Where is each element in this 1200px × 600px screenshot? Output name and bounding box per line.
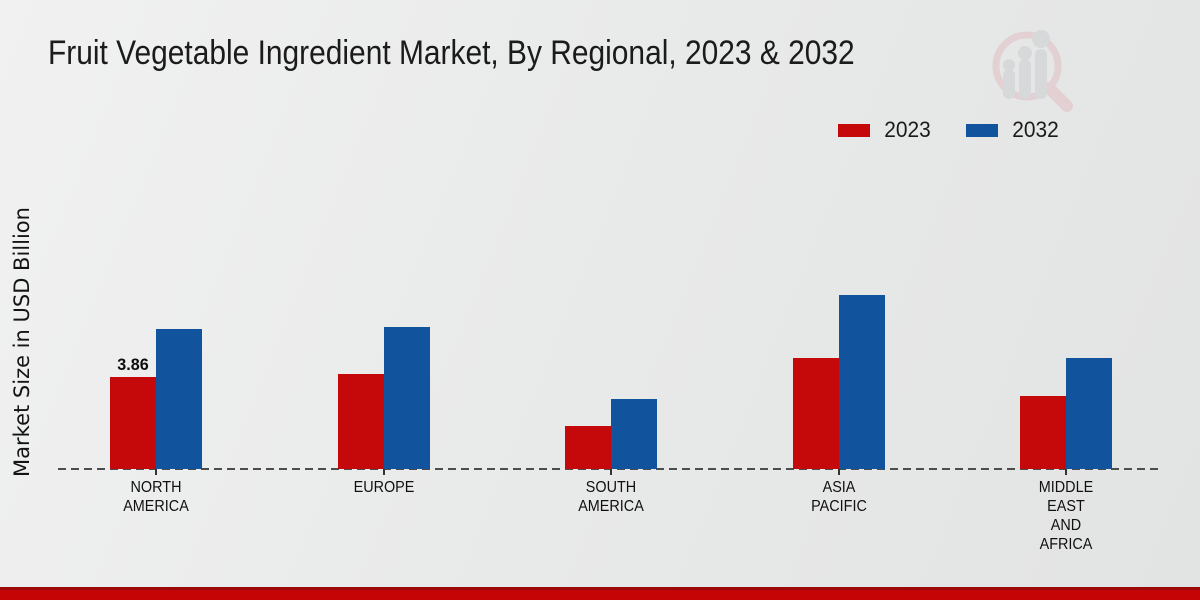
x-axis-label-asia-pacific: ASIA PACIFIC: [810, 479, 867, 515]
bar-2032-south-america: [611, 399, 657, 469]
brand-watermark-logo: [992, 30, 1073, 112]
x-axis-tick-south-america: [610, 469, 612, 475]
legend-label-2023: 2023: [884, 117, 931, 142]
bar-2032-north-america: [156, 329, 202, 469]
bar-2032-middle-east-and-africa: [1066, 358, 1112, 469]
x-axis-baseline: [58, 468, 1158, 470]
legend-item-2032: 2032: [965, 117, 1060, 143]
x-axis-tick-europe: [382, 469, 385, 475]
x-axis-tick-middle-east-and-africa: [1065, 469, 1067, 475]
bar-2023-north-america: [110, 377, 156, 469]
legend-swatch-2032: [965, 123, 998, 137]
bar-2023-south-america: [565, 426, 611, 469]
x-axis-label-south-america: SOUTH AMERICA: [578, 479, 644, 515]
x-axis-tick-north-america: [155, 469, 157, 475]
bar-growth-icon: [1003, 30, 1050, 99]
legend-label-2032: 2032: [1012, 117, 1059, 142]
x-axis-label-europe: EUROPE: [353, 479, 414, 496]
legend-item-2023: 2023: [838, 117, 932, 143]
x-axis-tick-asia-pacific: [837, 469, 840, 475]
bar-2023-europe: [337, 374, 384, 469]
bar-2032-europe: [383, 327, 430, 469]
magnifier-icon: [992, 31, 1073, 112]
bar-2023-asia-pacific: [792, 358, 839, 469]
legend: 2023 2032: [838, 117, 1060, 143]
legend-swatch-2023: [838, 123, 870, 137]
x-axis-label-middle-east-and-africa: MIDDLE EAST AND AFRICA: [1038, 479, 1094, 553]
footer-accent-bar: [0, 587, 1200, 600]
bar-2032-asia-pacific: [838, 295, 885, 469]
bar-value-label: 3.86: [117, 355, 149, 375]
chart-title: Fruit Vegetable Ingredient Market, By Re…: [48, 34, 855, 72]
bar-2023-middle-east-and-africa: [1020, 396, 1066, 469]
x-axis-label-north-america: NORTH AMERICA: [123, 479, 189, 515]
